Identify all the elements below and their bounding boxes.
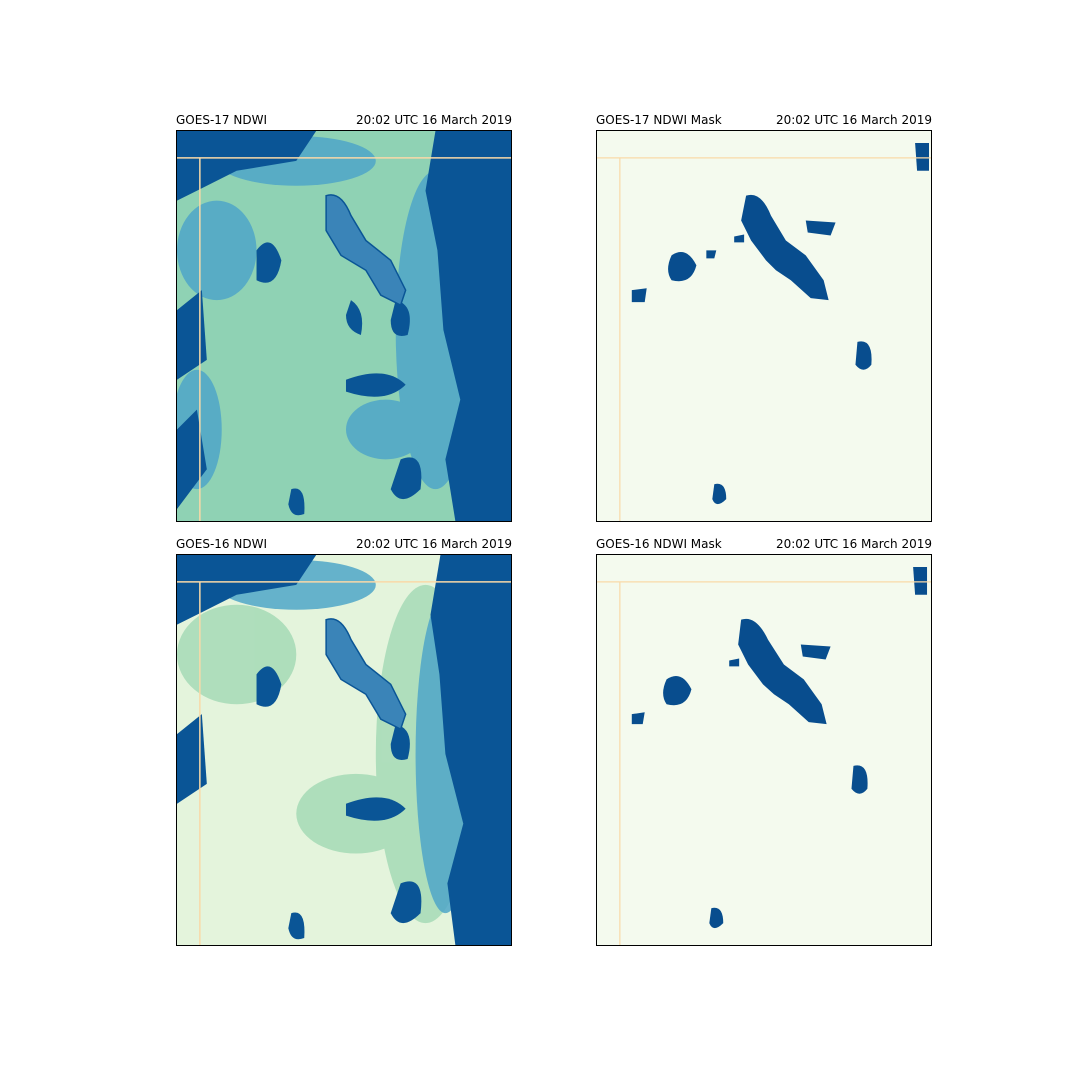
panel-title: GOES-16 NDWI Mask (596, 537, 722, 551)
panel-timestamp: 20:02 UTC 16 March 2019 (355, 537, 512, 551)
panel-title: GOES-17 NDWI (176, 113, 267, 127)
ndwi-image (176, 554, 512, 946)
panel-goes16-ndwi: GOES-16 NDWI 20:02 UTC 16 March 2019 (176, 537, 512, 946)
panel-timestamp: 20:02 UTC 16 March 2019 (775, 113, 932, 127)
panel-goes16-ndwi-mask: GOES-16 NDWI Mask 20:02 UTC 16 March 201… (596, 537, 932, 946)
panel-title: GOES-17 NDWI Mask (596, 113, 722, 127)
panel-timestamp: 20:02 UTC 16 March 2019 (775, 537, 932, 551)
panel-goes17-ndwi: GOES-17 NDWI 20:02 UTC 16 March 2019 (176, 113, 512, 522)
ndwi-mask-image (596, 554, 932, 946)
ndwi-image (176, 130, 512, 522)
ndwi-mask-image (596, 130, 932, 522)
panel-timestamp: 20:02 UTC 16 March 2019 (355, 113, 512, 127)
panel-title: GOES-16 NDWI (176, 537, 267, 551)
panel-goes17-ndwi-mask: GOES-17 NDWI Mask 20:02 UTC 16 March 201… (596, 113, 932, 522)
